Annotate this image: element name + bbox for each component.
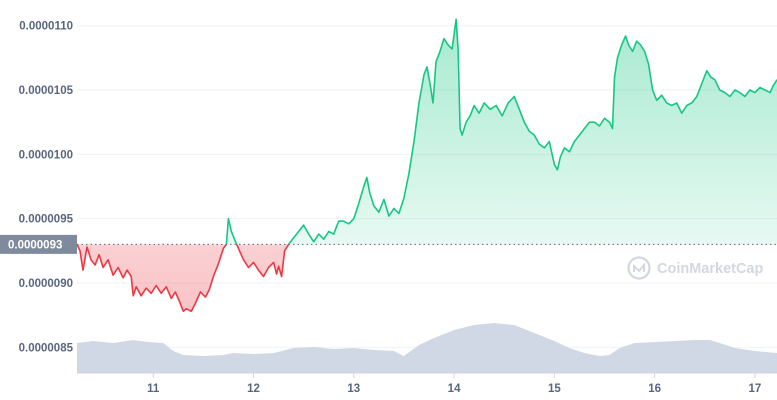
- x-tick-label: 12: [247, 383, 260, 395]
- x-tick-label: 16: [648, 383, 661, 395]
- y-tick-label: 0.0000110: [19, 21, 73, 33]
- x-tick-label: 11: [147, 383, 160, 395]
- coinmarketcap-watermark: CoinMarketCap: [627, 256, 763, 280]
- current-price-label: 0.0000093: [8, 239, 62, 251]
- price-area-up: [77, 19, 777, 245]
- coinmarketcap-logo-icon: [627, 256, 651, 280]
- price-line-down: [76, 244, 290, 313]
- y-tick-label: 0.0000095: [19, 214, 74, 226]
- price-line-up: [77, 18, 777, 245]
- y-tick-label: 0.0000100: [19, 149, 73, 161]
- x-tick-label: 13: [347, 383, 360, 395]
- x-axis: 11 12 13 14 15 16 17: [77, 372, 777, 395]
- price-line: [76, 18, 777, 313]
- y-axis: 0.0000085 0.0000090 0.0000095 0.0000100 0.00…: [19, 21, 74, 355]
- watermark-text: CoinMarketCap: [657, 261, 763, 277]
- x-tick-label: 14: [448, 383, 461, 395]
- x-tick-label: 15: [548, 383, 561, 395]
- y-tick-label: 0.0000090: [19, 278, 73, 290]
- y-tick-label: 0.0000085: [19, 342, 74, 354]
- current-price-badge: 0.0000093: [0, 234, 77, 254]
- x-tick-label: 17: [749, 383, 762, 395]
- price-area-down: [77, 244, 289, 312]
- price-area-fill: [77, 19, 777, 312]
- volume-area: [77, 323, 777, 373]
- y-tick-label: 0.0000105: [19, 85, 74, 97]
- volume-shape: [77, 323, 777, 373]
